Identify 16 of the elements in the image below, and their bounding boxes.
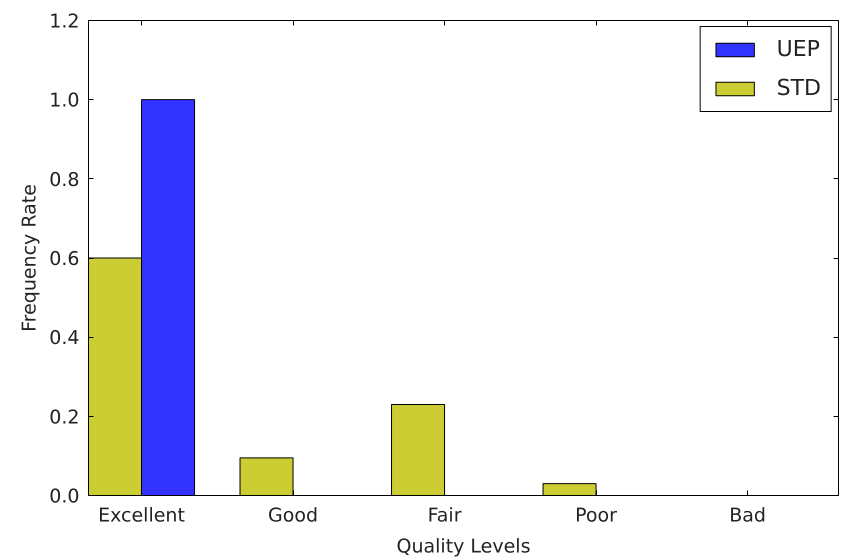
x-tick-label: Fair: [428, 504, 462, 526]
x-axis-title: Quality Levels: [396, 536, 530, 558]
y-tick-label: 0.6: [49, 248, 80, 270]
legend-label: UEP: [776, 37, 820, 62]
y-tick-label: 0.0: [49, 486, 80, 508]
y-tick-label: 0.2: [49, 406, 80, 428]
x-tick-label: Good: [268, 504, 318, 526]
y-tick-label: 1.2: [49, 10, 80, 32]
legend-label: STD: [776, 76, 821, 101]
x-tick-label: Poor: [575, 504, 618, 526]
y-axis-title: Frequency Rate: [18, 184, 40, 332]
y-tick-label: 1.0: [49, 90, 80, 112]
y-tick-label: 0.4: [49, 327, 80, 350]
x-tick-label: Excellent: [98, 504, 185, 526]
y-tick-label: 0.8: [49, 168, 80, 191]
x-tick-label: Bad: [729, 504, 766, 526]
